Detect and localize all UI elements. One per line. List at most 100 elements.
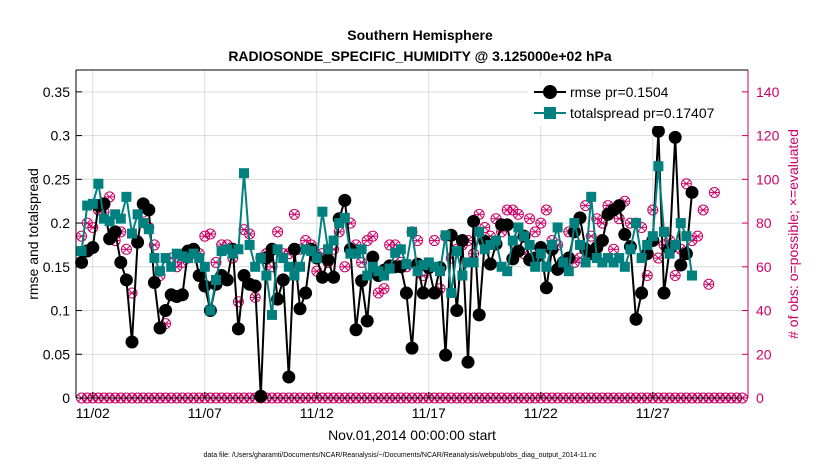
totalspread-point bbox=[463, 257, 473, 268]
legend-spread-marker bbox=[544, 107, 556, 119]
totalspread-point bbox=[127, 228, 137, 239]
totalspread-point bbox=[496, 261, 507, 272]
rmse-point bbox=[657, 286, 671, 300]
x-tick-label: 11/22 bbox=[524, 405, 558, 421]
totalspread-point bbox=[300, 244, 311, 255]
totalspread-point bbox=[491, 235, 501, 246]
totalspread-point bbox=[412, 266, 423, 277]
totalspread-point bbox=[474, 226, 485, 237]
totalspread-point bbox=[507, 235, 518, 246]
totalspread-point bbox=[451, 246, 462, 257]
totalspread-point bbox=[580, 257, 591, 268]
totalspread-point bbox=[608, 257, 619, 268]
totalspread-point bbox=[183, 253, 193, 264]
totalspread-point bbox=[563, 266, 574, 277]
totalspread-point bbox=[295, 261, 305, 272]
y-axis-label: rmse and totalspread bbox=[25, 168, 41, 300]
totalspread-point bbox=[502, 266, 513, 277]
totalspread-point bbox=[367, 261, 378, 272]
rmse-point bbox=[500, 218, 514, 232]
totalspread-point bbox=[541, 261, 552, 272]
totalspread-point bbox=[244, 239, 255, 250]
totalspread-point bbox=[524, 239, 535, 250]
totalspread-point bbox=[558, 257, 569, 268]
rmse-point bbox=[276, 273, 290, 287]
footnote: data file: /Users/gharamti/Documents/NCA… bbox=[203, 452, 597, 459]
totalspread-point bbox=[675, 218, 686, 229]
totalspread-point bbox=[603, 253, 613, 264]
legend-box bbox=[528, 76, 742, 126]
rmse-point bbox=[248, 279, 262, 293]
y-right-tick-label: 140 bbox=[756, 84, 780, 100]
rmse-point bbox=[327, 270, 341, 284]
totalspread-point bbox=[306, 246, 317, 257]
rmse-point bbox=[97, 197, 111, 211]
rmse-point bbox=[511, 244, 525, 258]
x-tick-label: 11/07 bbox=[188, 405, 222, 421]
axis-ticks: 0 0.05 0.1 0.15 0.2 0.25 0.3 0.35 0 20 40 60 80 100 12… bbox=[43, 84, 780, 421]
totalspread-point bbox=[239, 168, 249, 179]
totalspread-point bbox=[401, 259, 412, 270]
rmse-point bbox=[159, 304, 173, 318]
y-tick-label: 0.2 bbox=[51, 215, 71, 231]
rmse-point bbox=[293, 302, 307, 316]
rmse-point bbox=[75, 255, 89, 269]
rmse-point bbox=[153, 321, 167, 335]
totalspread-point bbox=[255, 253, 266, 264]
totalspread-point bbox=[115, 213, 126, 224]
totalspread-point bbox=[211, 274, 221, 285]
rmse-point bbox=[131, 235, 145, 249]
totalspread-point bbox=[143, 224, 154, 235]
totalspread-point bbox=[356, 244, 367, 255]
totalspread-point bbox=[485, 239, 496, 250]
totalspread-point bbox=[390, 247, 401, 258]
rmse-point bbox=[483, 257, 497, 271]
totalspread-point bbox=[87, 198, 98, 209]
totalspread-point bbox=[194, 253, 205, 264]
rmse-point bbox=[416, 286, 430, 300]
totalspread-point bbox=[653, 161, 664, 172]
totalspread-point bbox=[625, 244, 636, 255]
totalspread-point bbox=[552, 222, 563, 233]
legend-spread-text: totalspread pr=0.17407 bbox=[570, 105, 715, 121]
totalspread-point bbox=[155, 266, 165, 277]
totalspread-point bbox=[199, 261, 210, 272]
legend: rmse pr=0.1504 totalspread pr=0.17407 bbox=[528, 76, 742, 126]
legend-rmse-text: rmse pr=0.1504 bbox=[570, 84, 669, 100]
totalspread-point bbox=[597, 257, 608, 268]
totalspread-point bbox=[339, 212, 350, 223]
totalspread-point bbox=[132, 209, 143, 220]
totalspread-point bbox=[250, 261, 261, 272]
totalspread-point bbox=[76, 246, 87, 257]
totalspread-point bbox=[519, 231, 529, 242]
legend-rmse-marker bbox=[543, 85, 557, 99]
totalspread-point bbox=[446, 288, 457, 299]
totalspread-point bbox=[423, 257, 434, 268]
totalspread-point bbox=[373, 266, 384, 277]
totalspread-point bbox=[384, 263, 395, 274]
rmse-point bbox=[231, 322, 245, 336]
totalspread-point bbox=[586, 191, 597, 202]
totalspread-point bbox=[317, 206, 328, 217]
rmse-point bbox=[287, 242, 301, 256]
rmse-point bbox=[282, 370, 296, 384]
totalspread-point bbox=[227, 248, 238, 259]
totalspread-point bbox=[429, 261, 440, 272]
totalspread-point bbox=[121, 191, 132, 202]
totalspread-point bbox=[323, 244, 333, 255]
rmse-point bbox=[439, 348, 453, 362]
totalspread-point bbox=[530, 261, 541, 272]
totalspread-point bbox=[177, 251, 188, 262]
rmse-point bbox=[338, 193, 352, 207]
y-right-tick-label: 80 bbox=[756, 215, 772, 231]
rmse-point bbox=[405, 341, 419, 355]
totalspread-point bbox=[407, 226, 417, 237]
rmse-point bbox=[427, 286, 441, 300]
totalspread-point bbox=[619, 261, 630, 272]
totalspread-point bbox=[283, 261, 294, 272]
x-tick-label: 11/17 bbox=[412, 405, 446, 421]
y-axis-right-label: # of obs: o=possible; ×=evaluated bbox=[785, 129, 801, 339]
rmse-point bbox=[539, 281, 553, 295]
totalspread-point bbox=[104, 216, 115, 227]
totalspread-point bbox=[171, 248, 182, 259]
